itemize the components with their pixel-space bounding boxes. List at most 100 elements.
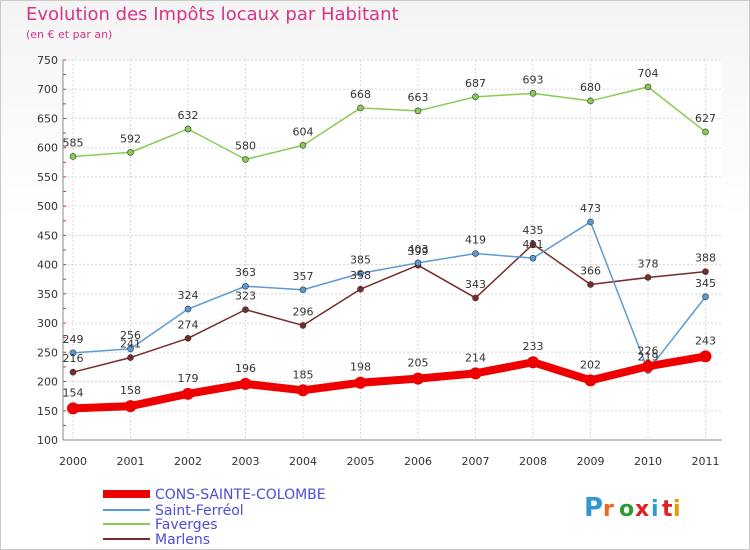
- data-label: 680: [580, 81, 601, 94]
- data-label: 345: [695, 277, 716, 290]
- series-line-3: [72, 243, 707, 373]
- data-point: [702, 128, 709, 136]
- data-point: [69, 368, 77, 376]
- logo-letter: t: [662, 497, 673, 522]
- data-label: 580: [235, 139, 256, 152]
- data-point: [127, 354, 134, 361]
- data-point: [644, 83, 652, 91]
- data-label: 196: [235, 362, 256, 375]
- y-tick-label: 600: [37, 142, 58, 155]
- data-label: 585: [63, 136, 84, 149]
- data-label: 419: [465, 234, 486, 247]
- logo-letter: i: [673, 497, 681, 522]
- data-point: [69, 153, 77, 160]
- legend-label: Marlens: [155, 532, 210, 548]
- x-tick-label: 2007: [462, 455, 490, 468]
- data-point: [587, 97, 594, 105]
- data-label: 274: [178, 318, 199, 331]
- data-point: [184, 125, 192, 133]
- data-label: 357: [293, 270, 314, 283]
- data-label: 202: [580, 358, 601, 371]
- series-line-2: [72, 86, 707, 161]
- data-label: 226: [638, 344, 659, 357]
- data-label: 256: [120, 329, 141, 342]
- x-tick-label: 2010: [634, 455, 662, 468]
- data-label: 179: [178, 372, 199, 385]
- data-point: [587, 281, 594, 288]
- data-point: [414, 107, 422, 115]
- data-point: [472, 93, 479, 101]
- data-point: [299, 286, 307, 294]
- data-label: 198: [350, 361, 371, 374]
- data-label: 388: [695, 252, 716, 265]
- data-label: 249: [63, 333, 84, 346]
- y-tick-label: 400: [37, 259, 58, 272]
- data-label: 216: [63, 352, 84, 365]
- y-tick-label: 300: [37, 317, 58, 330]
- data-point: [67, 402, 79, 415]
- logo-letter: r: [603, 497, 614, 522]
- axes: 100 150 200 250 300 350 400 450 500 550 600 650 700 7…: [37, 54, 722, 468]
- data-label: 627: [695, 112, 716, 125]
- y-tick-label: 150: [37, 405, 58, 418]
- logo-letter: i: [651, 497, 659, 522]
- data-label: 323: [235, 290, 256, 303]
- data-point: [127, 345, 134, 353]
- data-label: 363: [235, 266, 256, 279]
- x-tick-label: 2003: [232, 455, 260, 468]
- data-point: [699, 350, 712, 363]
- data-point: [472, 294, 479, 302]
- data-point: [414, 259, 422, 267]
- data-label: 343: [465, 278, 486, 291]
- data-label: 687: [465, 77, 486, 90]
- data-point: [587, 218, 594, 226]
- data-label: 158: [120, 384, 141, 397]
- y-tick-label: 100: [37, 434, 58, 447]
- data-label: 592: [120, 132, 141, 145]
- data-point: [184, 305, 192, 313]
- data-label: 704: [638, 67, 659, 80]
- data-label: 296: [293, 305, 314, 318]
- data-point: [412, 372, 424, 385]
- data-point: [644, 274, 652, 281]
- data-point: [529, 90, 537, 97]
- data-point: [239, 377, 252, 390]
- data-label: 154: [63, 386, 84, 399]
- data-point: [299, 142, 307, 149]
- series-lines: [67, 83, 712, 415]
- data-point: [242, 156, 249, 163]
- data-label: 473: [580, 202, 601, 215]
- data-point: [469, 367, 482, 380]
- data-label: 378: [638, 257, 659, 270]
- y-tick-label: 550: [37, 171, 58, 184]
- x-tick-label: 2009: [577, 455, 605, 468]
- data-label: 385: [350, 253, 371, 266]
- series-line-0: [69, 352, 710, 413]
- data-point: [529, 254, 537, 262]
- x-tick-label: 2001: [117, 455, 145, 468]
- data-label: 214: [465, 351, 486, 364]
- legend-label: CONS-SAINTE-COLOMBE: [155, 487, 326, 503]
- chart-title: Evolution des Impôts locaux par Habitant: [26, 4, 399, 25]
- logo-letter: x: [635, 497, 649, 522]
- legend-label: Saint-Ferréol: [155, 503, 244, 519]
- data-label: 411: [523, 238, 544, 251]
- data-point: [702, 268, 709, 275]
- x-tick-label: 2005: [347, 455, 375, 468]
- data-point: [527, 356, 539, 369]
- data-label: 241: [120, 338, 141, 351]
- x-tick-label: 2000: [59, 455, 87, 468]
- data-label: 435: [523, 224, 544, 237]
- data-label: 663: [408, 91, 429, 104]
- y-tick-label: 750: [37, 54, 58, 67]
- y-tick-label: 200: [37, 376, 58, 389]
- data-label: 233: [523, 340, 544, 353]
- y-tick-label: 650: [37, 112, 58, 125]
- data-point: [184, 334, 192, 342]
- data-label: 632: [178, 109, 199, 122]
- data-point: [357, 104, 364, 112]
- x-tick-label: 2006: [404, 455, 432, 468]
- legend: CONS-SAINTE-COLOMBESaint-FerréolFaverges…: [103, 487, 326, 548]
- data-label: 693: [523, 73, 544, 86]
- data-label: 604: [293, 125, 314, 138]
